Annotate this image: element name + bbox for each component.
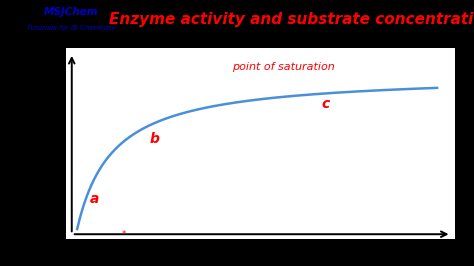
Text: c: c bbox=[322, 97, 330, 111]
Text: *: * bbox=[122, 230, 126, 239]
Text: substrate concentration: substrate concentration bbox=[194, 259, 328, 266]
Text: a: a bbox=[90, 192, 99, 206]
Text: rate V: rate V bbox=[27, 127, 36, 161]
Text: b: b bbox=[149, 132, 159, 146]
Text: Tutorials for IB Chemistry: Tutorials for IB Chemistry bbox=[27, 25, 116, 31]
Text: MSJChem: MSJChem bbox=[44, 7, 98, 16]
Text: Enzyme activity and substrate concentration: Enzyme activity and substrate concentrat… bbox=[109, 12, 474, 27]
Text: point of saturation: point of saturation bbox=[232, 62, 335, 72]
